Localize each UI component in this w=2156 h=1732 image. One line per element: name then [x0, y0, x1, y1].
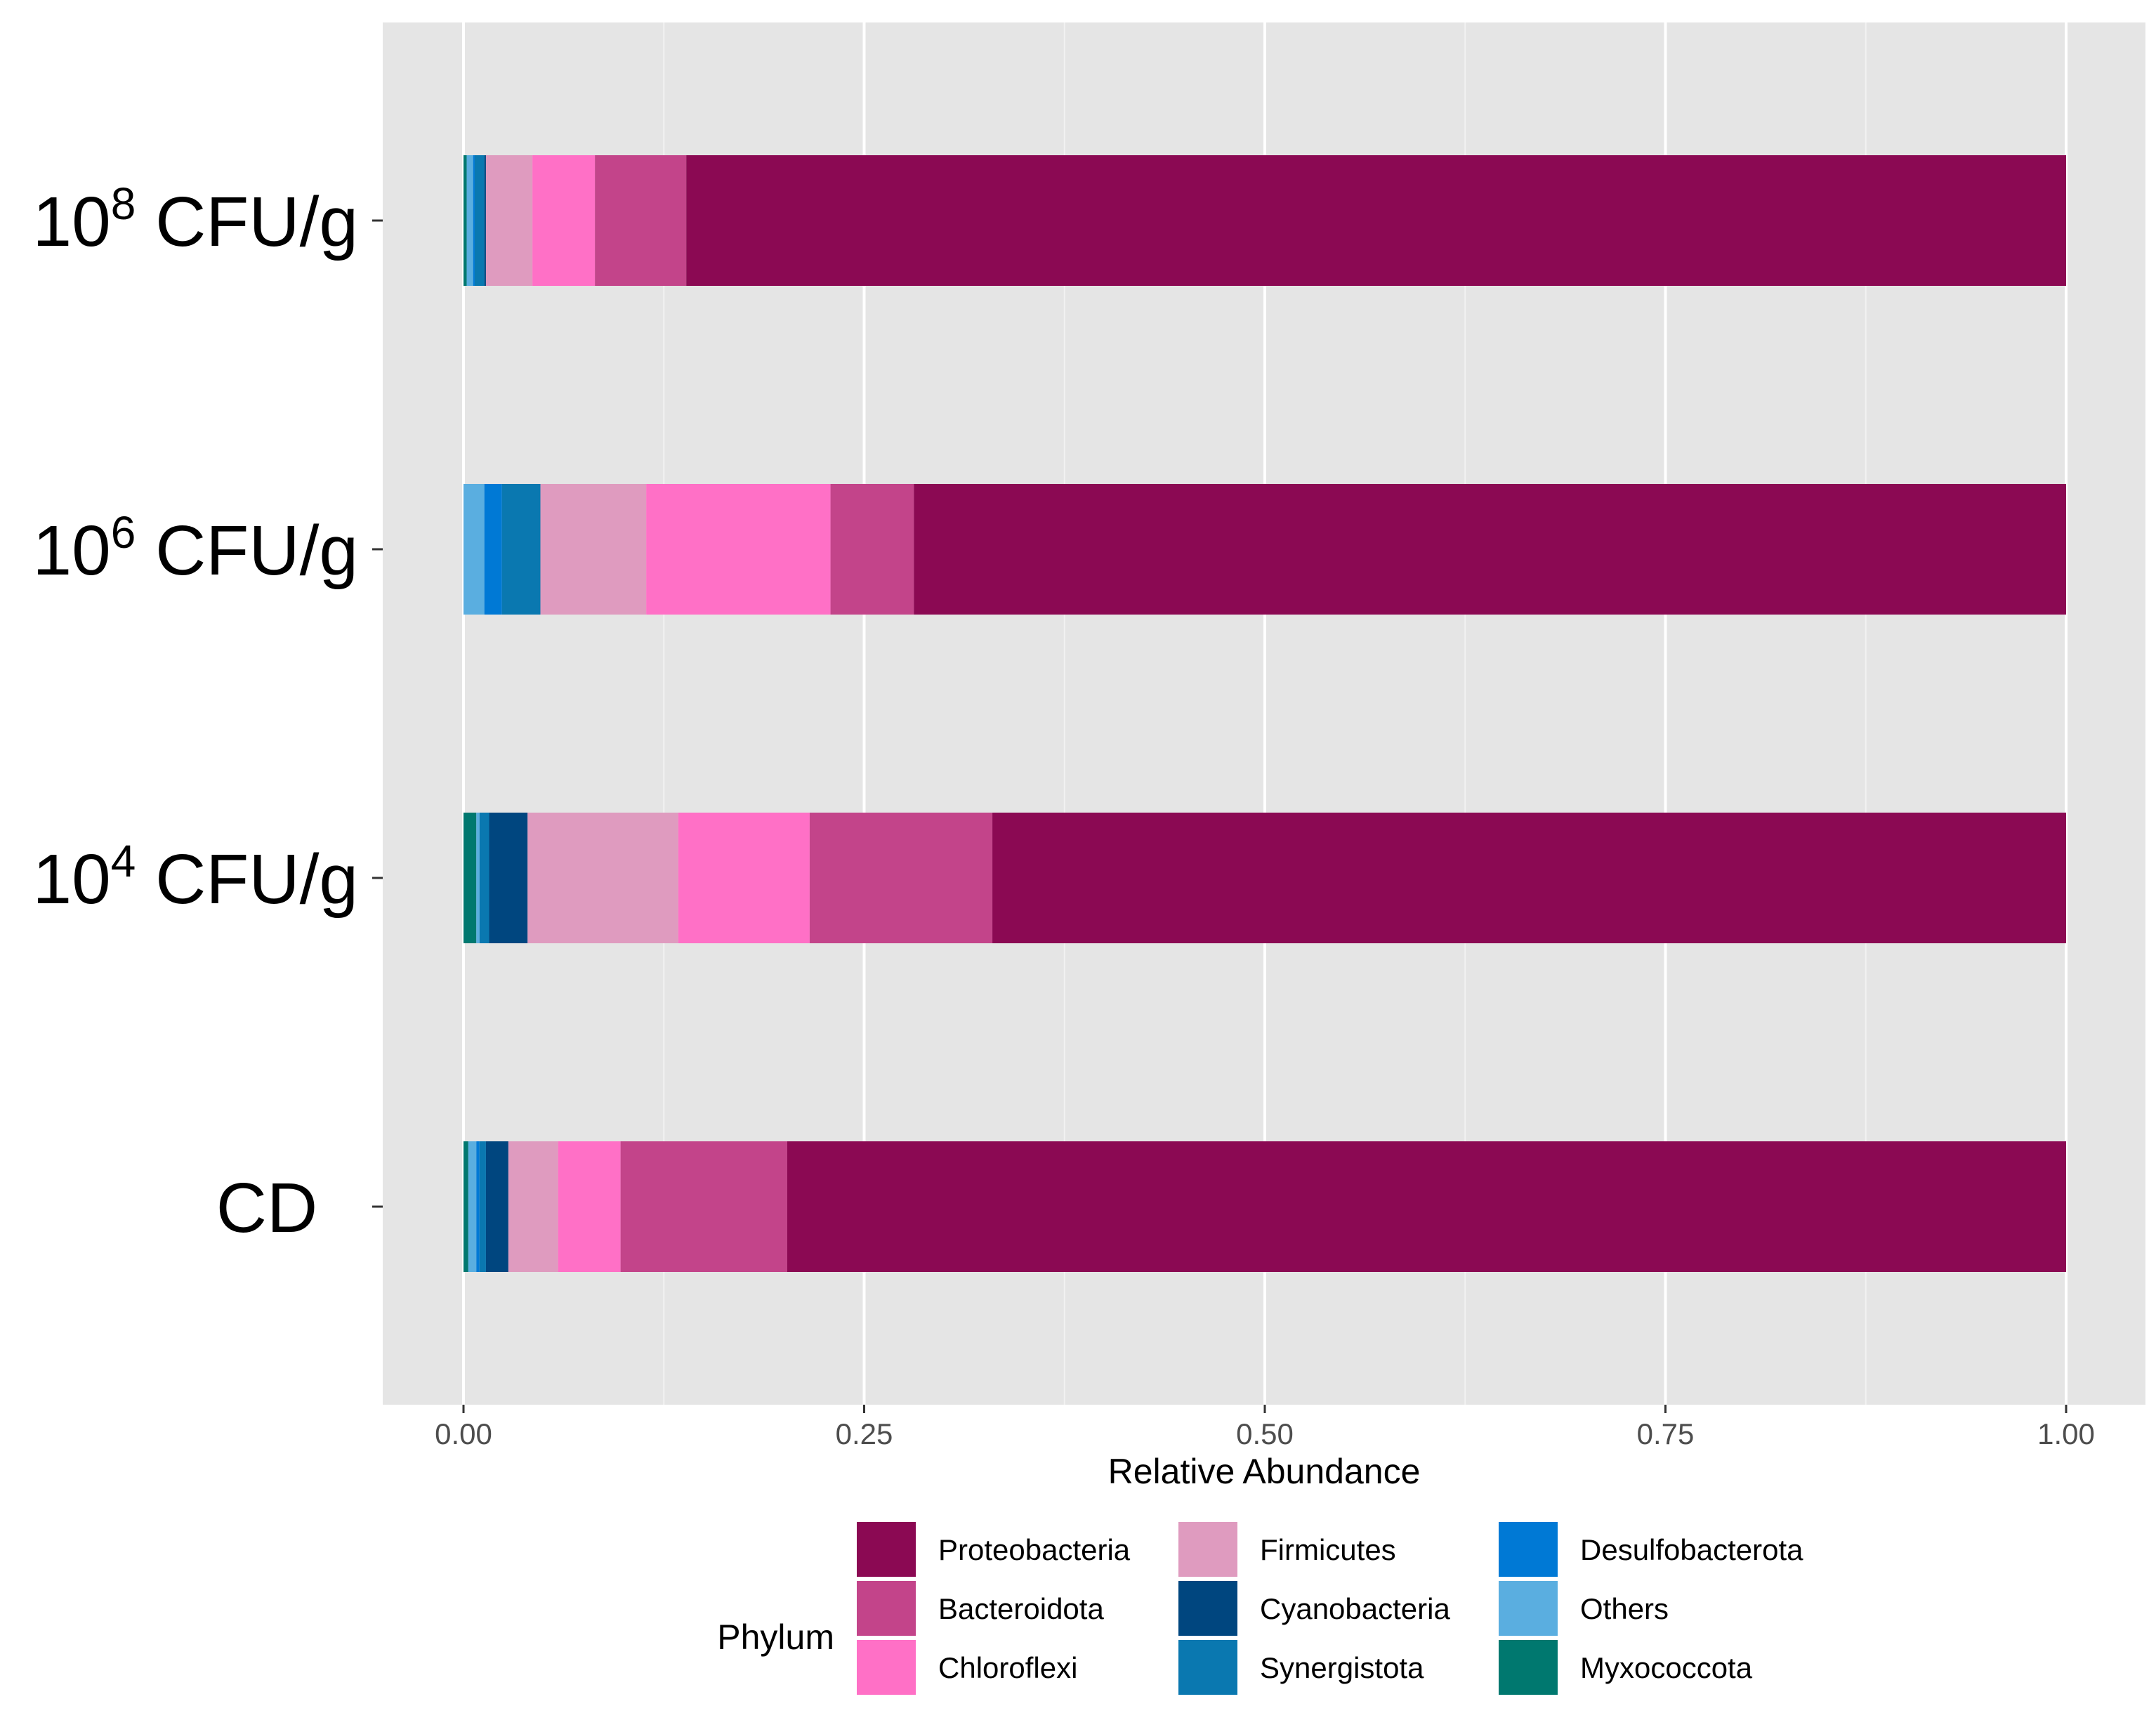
bar-segment-others [464, 484, 485, 615]
x-axis-ticks: 0.00 0.25 0.50 0.75 1.00 [435, 1405, 2095, 1450]
bar-segment-others [476, 813, 480, 943]
legend-swatch [1178, 1581, 1237, 1636]
legend-label: Desulfobacterota [1580, 1533, 1803, 1566]
bar-segment-firmicutes [508, 1141, 558, 1272]
category-base: 10 [32, 511, 110, 590]
legend-item: Myxococcota [1499, 1640, 1753, 1695]
legend-swatch [1499, 1640, 1558, 1695]
bar-segment-desulfobacterota [476, 1141, 480, 1272]
legend-item: Cyanobacteria [1178, 1581, 1450, 1636]
legend-label: Chloroflexi [938, 1651, 1077, 1684]
bar-segment-myxococcota [464, 155, 467, 286]
legend-swatch [1499, 1522, 1558, 1577]
x-tick-label: 1.00 [2037, 1417, 2095, 1450]
bar-segment-chloroflexi [532, 155, 596, 286]
bar-segment-chloroflexi [678, 813, 810, 943]
bar-segment-proteobacteria [787, 1141, 2066, 1272]
category-base: 10 [32, 840, 110, 919]
y-category-label: 104 CFU/g [32, 836, 358, 919]
category-exponent: 4 [111, 836, 136, 886]
bar-segment-cyanobacteria [489, 813, 528, 943]
bar-segment-proteobacteria [992, 813, 2066, 943]
bar-segment-firmicutes [485, 155, 533, 286]
bar-segment-desulfobacterota [473, 155, 475, 286]
legend-title: Phylum [717, 1618, 834, 1657]
bars [464, 155, 2066, 1272]
bar-segment-myxococcota [464, 813, 477, 943]
legend-label: Firmicutes [1260, 1533, 1396, 1566]
y-category-label: 106 CFU/g [32, 507, 358, 590]
category-exponent: 8 [111, 178, 136, 229]
legend-swatch [1178, 1640, 1237, 1695]
bar-segment-bacteroidota [620, 1141, 787, 1272]
bar-segment-bacteroidota [830, 484, 914, 615]
category-exponent: 6 [111, 507, 136, 558]
bar-segment-firmicutes [527, 813, 678, 943]
x-tick-label: 0.75 [1637, 1417, 1695, 1450]
legend-item: Firmicutes [1178, 1522, 1396, 1577]
x-tick-label: 0.00 [435, 1417, 492, 1450]
legend-item: Proteobacteria [857, 1522, 1131, 1577]
category-unit: CFU/g [136, 840, 358, 919]
category-base: 10 [32, 183, 110, 261]
legend-swatch [857, 1581, 916, 1636]
x-tick-label: 0.50 [1236, 1417, 1294, 1450]
legend-item: Others [1499, 1581, 1669, 1636]
legend-label: Cyanobacteria [1260, 1592, 1450, 1625]
legend-label: Myxococcota [1580, 1651, 1753, 1684]
legend-label: Proteobacteria [938, 1533, 1131, 1566]
bar-segment-desulfobacterota [484, 484, 502, 615]
bar-segment-proteobacteria [914, 484, 2066, 615]
category-unit: CFU/g [136, 511, 358, 590]
legend-label: Synergistota [1260, 1651, 1424, 1684]
bar-segment-synergistota [501, 484, 541, 615]
y-category-label: CD [216, 1169, 317, 1247]
bar-segment-bacteroidota [595, 155, 687, 286]
legend: Proteobacteria Bacteroidota Chloroflexi Fir… [857, 1522, 1803, 1695]
bar-segment-chloroflexi [558, 1141, 621, 1272]
bar-segment-synergistota [474, 155, 485, 286]
y-category-label: 108 CFU/g [32, 178, 358, 261]
bar-segment-synergistota [479, 813, 489, 943]
bar-segment-bacteroidota [809, 813, 993, 943]
legend-item: Desulfobacterota [1499, 1522, 1803, 1577]
legend-swatch [857, 1522, 916, 1577]
legend-swatch [1178, 1522, 1237, 1577]
bar-segment-chloroflexi [646, 484, 831, 615]
bar-segment-proteobacteria [686, 155, 2066, 286]
bar-segment-firmicutes [540, 484, 647, 615]
bar-segment-others [466, 155, 473, 286]
legend-swatch [857, 1640, 916, 1695]
x-tick-label: 0.25 [836, 1417, 893, 1450]
legend-item: Synergistota [1178, 1640, 1424, 1695]
legend-item: Chloroflexi [857, 1640, 1077, 1695]
bar-segment-cyanobacteria [485, 1141, 508, 1272]
x-axis-title: Relative Abundance [1108, 1452, 1421, 1491]
legend-label: Bacteroidota [938, 1592, 1104, 1625]
legend-label: Others [1580, 1592, 1669, 1625]
bar-segment-others [468, 1141, 477, 1272]
category-base: CD [216, 1169, 317, 1247]
legend-item: Bacteroidota [857, 1581, 1104, 1636]
category-unit: CFU/g [136, 183, 358, 261]
bar-segment-cyanobacteria [484, 155, 486, 286]
bar-segment-synergistota [479, 1141, 486, 1272]
legend-swatch [1499, 1581, 1558, 1636]
bar-segment-myxococcota [464, 1141, 468, 1272]
